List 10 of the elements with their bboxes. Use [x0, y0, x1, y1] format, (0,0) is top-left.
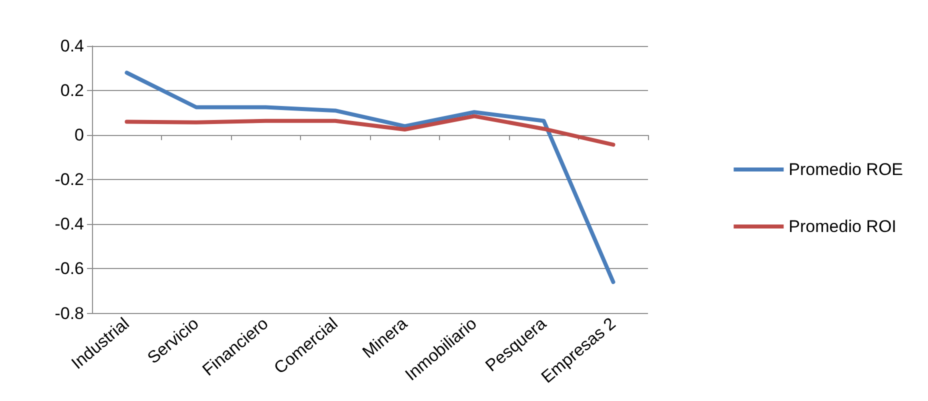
legend-label: Promedio ROI [788, 217, 896, 236]
y-tick-label: -0.6 [54, 259, 84, 278]
y-tick-label: -0.2 [54, 170, 84, 190]
y-tick-label: 0 [74, 126, 84, 145]
y-tick-label: 0.4 [60, 36, 84, 56]
y-tick-label: -0.4 [54, 214, 84, 234]
legend-label: Promedio ROE [788, 160, 904, 179]
line-series [124, 114, 616, 147]
y-tick-label: 0.2 [60, 81, 84, 100]
line-series [124, 70, 616, 284]
